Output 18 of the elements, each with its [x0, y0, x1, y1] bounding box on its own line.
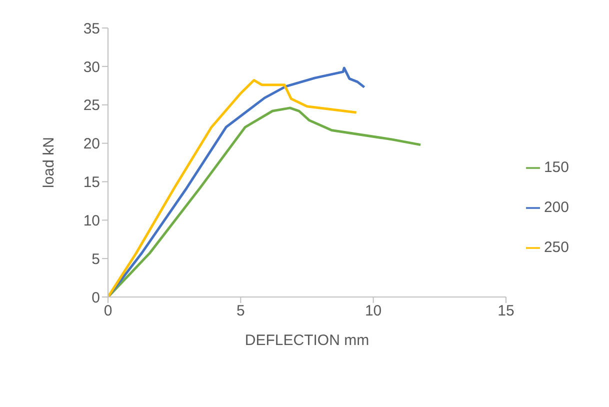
y-axis-title: load kN	[40, 137, 58, 188]
y-tick-label: 5	[92, 250, 100, 268]
legend-label: 150	[544, 158, 569, 176]
y-tick-label: 15	[83, 174, 100, 192]
y-tick-label: 30	[83, 58, 100, 76]
y-tick-label: 25	[83, 97, 100, 114]
legend-label: 250	[544, 238, 569, 256]
x-tick-label: 15	[498, 302, 514, 320]
y-tick-label: 20	[83, 136, 100, 153]
legend-label: 200	[544, 198, 569, 216]
y-tick-label: 10	[83, 212, 100, 230]
y-tick-label: 35	[83, 20, 100, 38]
x-tick-label: 5	[236, 302, 245, 320]
x-tick-label: 0	[104, 302, 112, 320]
line-series	[108, 106, 422, 297]
x-tick-label: 10	[364, 302, 382, 320]
y-tick-label: 0	[92, 289, 100, 306]
x-axis-title: DEFLECTION mm	[244, 332, 370, 349]
